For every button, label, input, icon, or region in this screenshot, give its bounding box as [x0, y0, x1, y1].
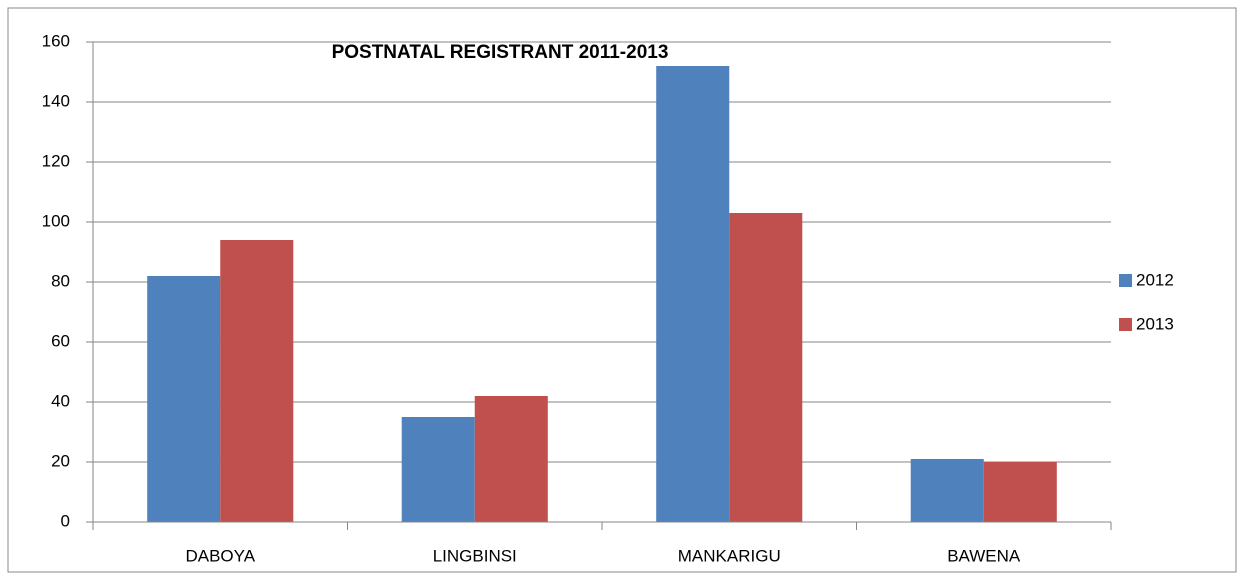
bar	[401, 417, 475, 522]
legend-swatch	[1119, 318, 1132, 331]
y-tick-label: 100	[42, 211, 70, 230]
y-tick-label: 140	[42, 91, 70, 110]
x-tick-label: BAWENA	[947, 546, 1021, 565]
legend-label: 2013	[1136, 314, 1174, 333]
x-tick-label: MANKARIGU	[678, 546, 781, 565]
bar	[220, 240, 294, 522]
bar	[474, 396, 548, 522]
y-tick-label: 160	[42, 31, 70, 50]
legend-swatch	[1119, 274, 1132, 287]
y-tick-label: 60	[51, 331, 70, 350]
y-tick-label: 0	[61, 511, 70, 530]
y-tick-label: 20	[51, 451, 70, 470]
y-tick-label: 120	[42, 151, 70, 170]
x-tick-label: LINGBINSI	[433, 546, 517, 565]
bar	[656, 66, 730, 522]
bar	[910, 459, 984, 522]
y-tick-label: 40	[51, 391, 70, 410]
bar	[729, 213, 803, 522]
chart-title: POSTNATAL REGISTRANT 2011-2013	[332, 42, 669, 63]
bar	[147, 276, 221, 522]
legend-label: 2012	[1136, 270, 1174, 289]
x-tick-label: DABOYA	[185, 546, 255, 565]
y-tick-label: 80	[51, 271, 70, 290]
bar	[983, 462, 1057, 522]
